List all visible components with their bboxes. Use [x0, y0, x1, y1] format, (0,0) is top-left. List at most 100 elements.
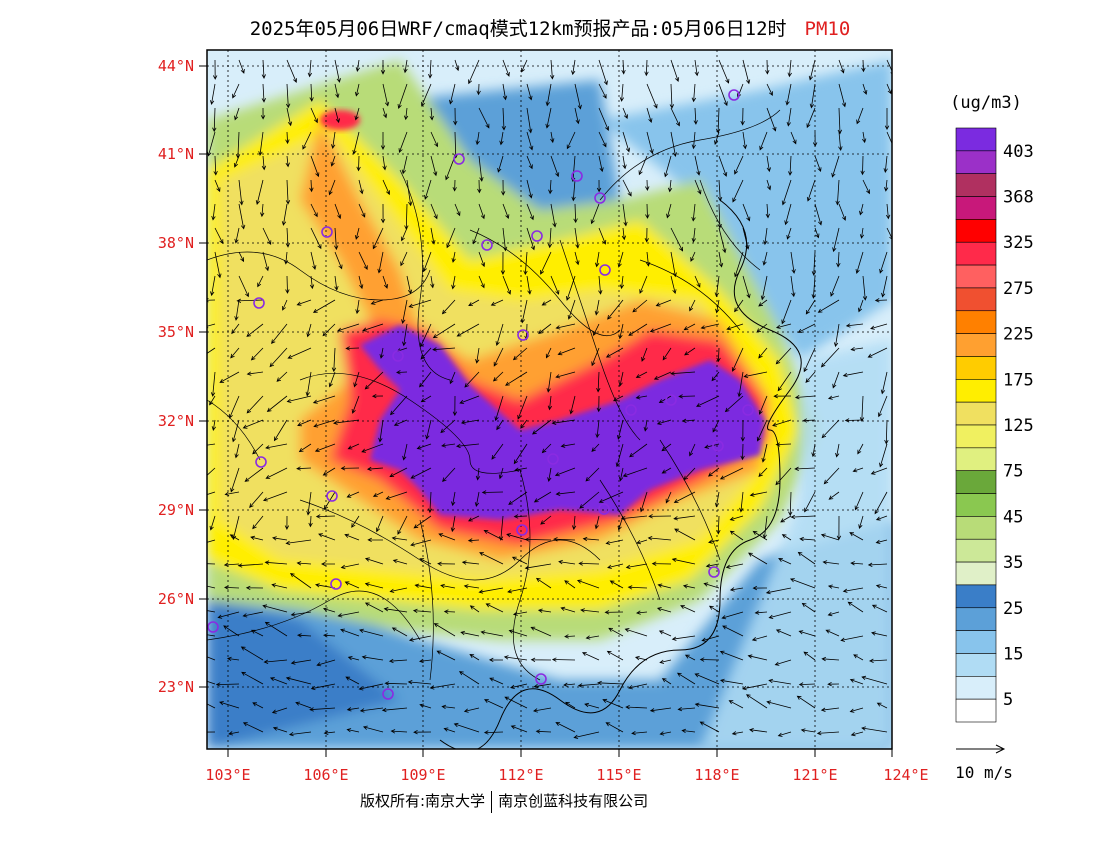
wind-arrow [598, 227, 607, 245]
wind-arrow [524, 537, 552, 542]
wind-arrow [790, 131, 797, 145]
legend-swatch [955, 196, 997, 220]
wind-arrow [297, 633, 312, 638]
wind-arrow [285, 131, 290, 145]
wind-arrow [358, 275, 364, 290]
lat-label: 23°N [158, 678, 194, 696]
lat-label: 26°N [158, 590, 194, 608]
wind-arrow [613, 395, 624, 402]
wind-arrow [852, 467, 864, 473]
wind-arrow [520, 299, 528, 324]
wind-arrow [412, 608, 432, 614]
wind-arrow [605, 539, 624, 545]
wind-arrow [646, 83, 658, 109]
wind-arrow [264, 560, 288, 565]
wind-arrow [223, 625, 240, 637]
wind-arrow [676, 672, 696, 685]
legend-swatch [955, 561, 997, 586]
wind-arrow [806, 179, 816, 202]
wind-arrow [356, 155, 361, 172]
wind-arrow [784, 203, 792, 226]
wind-arrow [237, 563, 264, 568]
station-marker [253, 297, 265, 309]
wind-arrow [875, 515, 888, 521]
wind-arrow [492, 371, 504, 382]
wind-arrow [541, 443, 552, 454]
wind-arrow [478, 587, 504, 594]
wind-arrow [799, 536, 816, 542]
wind-arrow [236, 298, 264, 303]
wind-arrow [838, 131, 843, 151]
wind-arrow [312, 299, 336, 313]
legend-swatch [955, 584, 997, 609]
wind-arrow [656, 419, 672, 425]
wind-arrow [631, 730, 648, 736]
wind-arrow [233, 155, 240, 168]
wind-arrow [622, 203, 628, 227]
wind-arrow [842, 587, 864, 593]
wind-arrow [419, 658, 432, 664]
wind-arrow [740, 419, 745, 442]
wind-arrow [226, 656, 240, 662]
wind-arrow [716, 347, 721, 363]
wind-arrow [545, 347, 552, 359]
lon-label: 118°E [694, 766, 739, 784]
wind-arrow [476, 83, 481, 96]
wind-arrow [389, 467, 408, 477]
wind-arrow [506, 533, 528, 541]
wind-arrow [838, 203, 847, 221]
wind-arrow [739, 491, 744, 513]
wind-arrow [219, 701, 240, 709]
wind-arrow [811, 251, 817, 276]
wind-arrow [780, 515, 792, 523]
wind-arrow [207, 610, 216, 613]
wind-arrow [836, 515, 842, 541]
wind-arrow [571, 59, 576, 76]
wind-arrow [265, 467, 288, 479]
wind-arrow [756, 323, 768, 333]
legend-tick-label: 325 [1003, 233, 1034, 253]
wind-arrow [283, 251, 289, 265]
legend-swatch [955, 493, 997, 517]
wind-arrow [598, 83, 607, 99]
wind-arrow [224, 585, 240, 590]
wind-arrow [346, 728, 360, 733]
wind-arrow [340, 466, 360, 471]
legend-tick-label: 175 [1003, 370, 1034, 390]
wind-arrow [862, 179, 870, 195]
wind-arrow [428, 59, 433, 79]
wind-arrow [262, 251, 270, 272]
wind-arrow [548, 179, 553, 195]
wind-arrow [526, 179, 533, 199]
wind-arrow [257, 275, 264, 288]
wind-arrow [261, 155, 267, 171]
wind-arrow [521, 59, 528, 73]
wind-arrow [533, 491, 552, 503]
legend-tick-label: 45 [1003, 507, 1023, 527]
wind-arrow [590, 203, 600, 225]
wind-arrow [419, 558, 432, 565]
wind-arrow [358, 251, 368, 271]
wind-arrow [351, 515, 360, 528]
wind-arrow [703, 582, 720, 589]
legend-swatch [955, 538, 997, 563]
wind-arrow [512, 611, 528, 616]
wind-arrow [643, 419, 648, 432]
wind-arrow [550, 155, 560, 178]
wind-arrow [499, 131, 504, 146]
wind-arrow [628, 323, 648, 336]
wind-arrow [347, 443, 360, 450]
wind-arrow [560, 606, 576, 613]
wind-arrow [400, 251, 408, 267]
wind-arrow [468, 299, 480, 307]
wind-arrow [581, 652, 600, 661]
wind-arrow [475, 131, 480, 146]
wind-arrow [310, 155, 320, 178]
legend-swatch [955, 264, 997, 289]
wind-arrow [664, 155, 672, 178]
wind-arrow [526, 131, 534, 151]
wind-arrow [252, 443, 264, 455]
wind-arrow [859, 395, 865, 422]
wind-arrow [285, 275, 290, 294]
wind-arrow [576, 579, 600, 589]
